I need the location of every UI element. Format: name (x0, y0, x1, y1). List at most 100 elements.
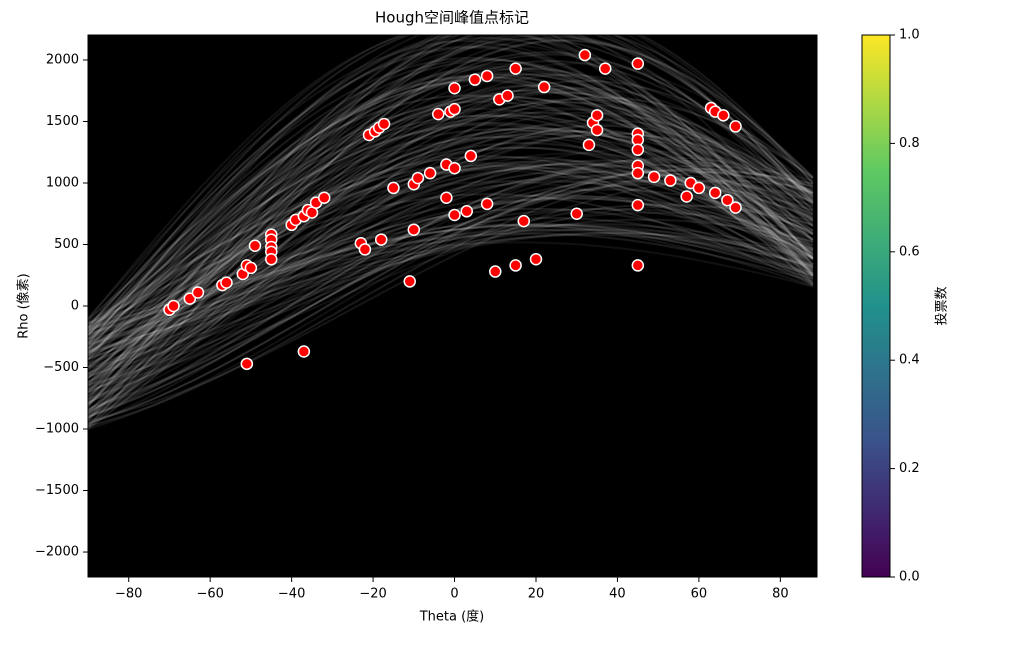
peak-point (537, 80, 551, 94)
hough-curve (88, 132, 814, 368)
hough-curve (88, 79, 814, 333)
hough-curve (88, 39, 814, 427)
hough-curve (88, 37, 814, 393)
hough-curve (88, 35, 814, 415)
hough-curve (88, 180, 814, 331)
peak-point (423, 166, 437, 180)
hough-curve (88, 203, 814, 387)
hough-curve (88, 207, 814, 369)
hough-curve (88, 223, 814, 325)
hough-curve (88, 91, 814, 404)
hough-curve (88, 84, 814, 387)
hough-curve (88, 232, 814, 330)
hough-curve (88, 35, 814, 408)
hough-curve (88, 223, 814, 335)
hough-curve (88, 118, 814, 415)
hough-curve (88, 53, 814, 407)
hough-curve (88, 56, 814, 328)
peak-point (631, 166, 645, 180)
peak-point (509, 62, 522, 75)
peak-point (374, 233, 388, 246)
peak-point (440, 191, 453, 204)
hough-curve (88, 111, 814, 412)
hough-curve (88, 45, 814, 329)
hough-curve (88, 73, 814, 413)
hough-curve (88, 232, 814, 352)
hough-curve (88, 130, 814, 388)
peak-point (501, 89, 514, 102)
peak-point (664, 174, 677, 187)
hough-curve (88, 35, 814, 320)
peak-point (517, 214, 531, 228)
hough-curve (88, 63, 814, 359)
hough-curve (88, 171, 814, 428)
hough-curve (88, 35, 814, 338)
peak-point (407, 223, 421, 236)
hough-curve (88, 40, 814, 320)
x-tick-label: −40 (278, 587, 305, 602)
y-tick-label: 500 (54, 237, 79, 252)
hough-curve (88, 217, 814, 343)
hough-curve (88, 170, 814, 418)
colorbar-tick-label: 1.0 (899, 28, 920, 43)
hough-curve (88, 169, 814, 418)
hough-curve (88, 211, 814, 377)
x-tick-label: 60 (691, 587, 708, 602)
peak-point (468, 73, 482, 86)
hough-curve (88, 35, 814, 421)
y-tick-label: 1000 (46, 175, 79, 190)
x-axis-label: Theta (度) (419, 609, 485, 625)
hough-curve (88, 47, 814, 328)
hough-curve (88, 123, 814, 334)
hough-curve (88, 35, 814, 362)
hough-curve (88, 59, 814, 347)
peak-point (590, 123, 604, 137)
x-tick-label: 80 (772, 587, 789, 602)
peak-point (317, 191, 331, 204)
x-tick-label: 0 (450, 587, 458, 602)
colorbar (861, 34, 891, 578)
hough-curve (88, 35, 814, 385)
peak-point (464, 149, 478, 163)
peak-point (358, 243, 372, 256)
hough-curve (88, 168, 814, 424)
peak-point (220, 276, 233, 289)
hough-curve (88, 205, 814, 391)
peak-point (647, 170, 661, 184)
y-tick-label: −500 (43, 360, 79, 375)
peak-point (578, 48, 592, 62)
y-tick-label: 0 (71, 299, 79, 314)
peak-point (729, 201, 742, 214)
peak-point (387, 181, 400, 195)
hough-curve (88, 39, 814, 428)
hough-curve (88, 96, 814, 357)
hough-curve (88, 36, 814, 345)
peak-point (248, 239, 262, 252)
hough-curve (88, 232, 814, 354)
hough-curve (88, 228, 814, 335)
peak-point (489, 265, 502, 278)
hough-curve (88, 164, 814, 430)
peak-point (480, 69, 494, 83)
peak-point (265, 253, 278, 266)
hough-curve (88, 84, 814, 379)
hough-curve (88, 96, 814, 430)
peak-point (377, 117, 391, 131)
x-tick-label: 20 (528, 587, 545, 602)
colorbar-tick-label: 0.6 (899, 244, 920, 259)
peak-point (411, 171, 425, 185)
hough-curve (88, 98, 814, 412)
peak-point (708, 186, 722, 200)
hough-curve (88, 224, 814, 346)
peak-point (403, 275, 416, 288)
x-tick-label: −20 (359, 587, 386, 602)
y-tick-label: −2000 (35, 545, 79, 560)
hough-curve (88, 51, 814, 404)
x-tick-label: −60 (196, 587, 223, 602)
hough-curve (88, 73, 814, 365)
hough-curve (88, 71, 814, 357)
hough-curve (88, 127, 814, 368)
hough-curve (88, 194, 814, 353)
peak-point (721, 193, 734, 207)
